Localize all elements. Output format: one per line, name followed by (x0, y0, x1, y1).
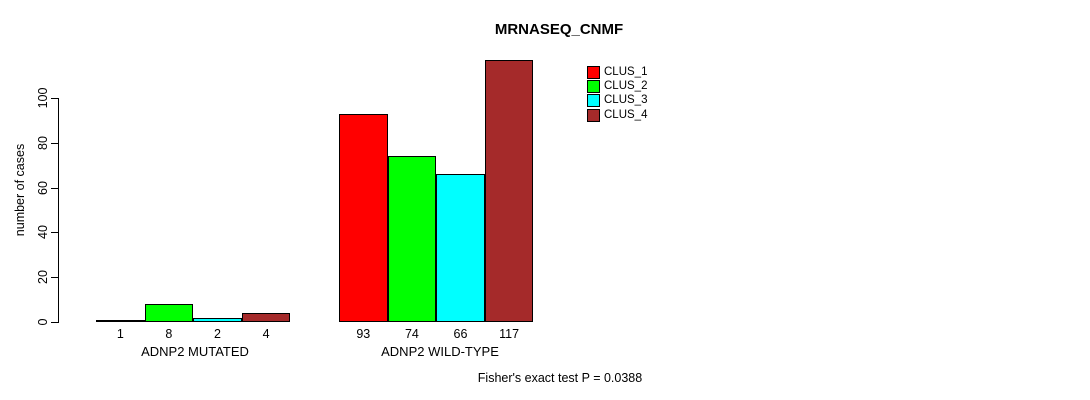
y-axis-tick (51, 98, 58, 99)
legend-label: CLUS_2 (604, 79, 648, 92)
bar-clus_4-group2 (484, 59, 534, 322)
bar-clus_2-group1 (144, 304, 194, 322)
legend-label: CLUS_4 (604, 108, 648, 121)
legend-row: CLUS_3 (587, 94, 647, 108)
legend-row: CLUS_4 (587, 108, 647, 122)
bar-value-label: 117 (499, 327, 520, 341)
bar-value-label: 93 (356, 327, 371, 341)
y-axis-tick-label: 80 (36, 135, 50, 150)
bar-clus_2-group2 (387, 156, 437, 322)
bar-value-label: 74 (404, 327, 419, 341)
legend-swatch-icon (587, 65, 600, 79)
legend-row: CLUS_1 (587, 65, 647, 79)
category-label: ADNP2 MUTATED (141, 344, 249, 359)
bar-value-label: 2 (214, 327, 221, 341)
legend-label: CLUS_1 (604, 65, 648, 78)
bar-clus_1-group1 (96, 319, 145, 322)
bar-value-label: 1 (116, 327, 124, 341)
category-label: ADNP2 WILD-TYPE (381, 344, 499, 359)
y-axis-line (58, 98, 59, 323)
legend: CLUS_1 CLUS_2 CLUS_3 CLUS_4 (587, 65, 647, 122)
legend-swatch-icon (587, 108, 600, 122)
y-axis-label: number of cases (13, 143, 27, 237)
bar-clus_4-group1 (241, 313, 291, 322)
y-axis-tick-label: 60 (36, 180, 50, 195)
y-axis-tick-label: 40 (36, 225, 50, 240)
fisher-test-note: Fisher's exact test P = 0.0388 (477, 371, 643, 385)
chart-title: MRNASEQ_CNMF (494, 21, 624, 38)
legend-swatch-icon (587, 94, 600, 108)
bar-value-label: 4 (262, 327, 270, 341)
bar-clus_1-group2 (339, 113, 388, 322)
y-axis-tick (51, 232, 58, 234)
legend-swatch-icon (587, 79, 600, 93)
y-axis-tick (51, 142, 58, 144)
legend-row: CLUS_2 (587, 79, 647, 93)
bar-value-label: 66 (453, 327, 468, 341)
bar-clus_3-group1 (193, 317, 242, 322)
legend-label: CLUS_3 (604, 94, 648, 107)
bar-value-label: 8 (165, 327, 173, 341)
y-axis-tick-label: 100 (36, 87, 50, 109)
y-axis-tick (51, 322, 58, 323)
y-axis-tick (51, 277, 58, 279)
y-axis-tick (51, 187, 58, 189)
y-axis-tick-label: 0 (36, 318, 50, 326)
y-axis-tick-label: 20 (36, 270, 50, 285)
bar-clus_3-group2 (436, 174, 485, 322)
